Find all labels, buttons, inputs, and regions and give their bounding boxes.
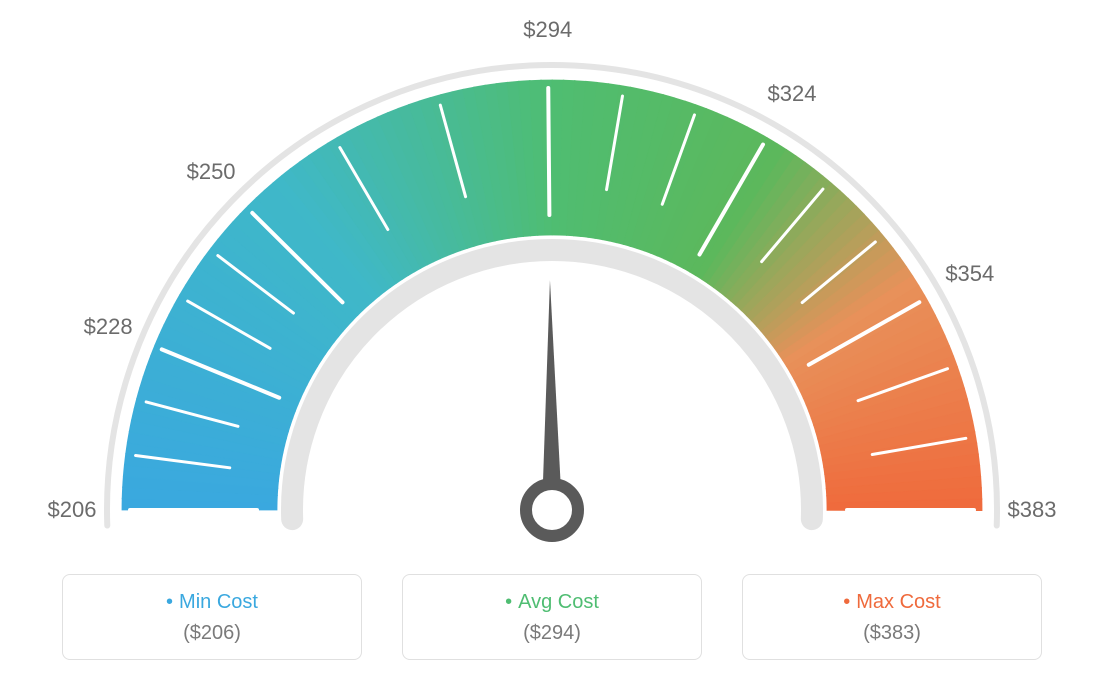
gauge-tick-label: $294 bbox=[523, 17, 572, 43]
legend-label-max: Max Cost bbox=[856, 591, 940, 613]
gauge-tick-label: $383 bbox=[1008, 497, 1057, 523]
legend-title-min: • Min Cost bbox=[63, 591, 361, 614]
legend-value-max: ($383) bbox=[743, 622, 1041, 645]
gauge-tick-label: $324 bbox=[768, 81, 817, 107]
legend-title-max: • Max Cost bbox=[743, 591, 1041, 614]
gauge-tick-label: $206 bbox=[48, 497, 97, 523]
gauge-tick-label: $354 bbox=[945, 261, 994, 287]
legend-value-avg: ($294) bbox=[403, 622, 701, 645]
cost-gauge-container: $206 $228 $250 $294 $324 $354 $383 • Min Cost (… bbox=[0, 0, 1104, 690]
gauge-tick-label: $228 bbox=[84, 314, 133, 340]
legend-label-min: Min Cost bbox=[179, 591, 258, 613]
gauge-tick-label: $250 bbox=[187, 159, 236, 185]
legend-card-avg: • Avg Cost ($294) bbox=[402, 574, 702, 660]
dot-icon: • bbox=[166, 591, 173, 613]
legend-card-min: • Min Cost ($206) bbox=[62, 574, 362, 660]
legend-card-max: • Max Cost ($383) bbox=[742, 574, 1042, 660]
legend-value-min: ($206) bbox=[63, 622, 361, 645]
gauge-chart: $206 $228 $250 $294 $324 $354 $383 bbox=[0, 0, 1104, 560]
dot-icon: • bbox=[505, 591, 512, 613]
legend-title-avg: • Avg Cost bbox=[403, 591, 701, 614]
dot-icon: • bbox=[843, 591, 850, 613]
legend-row: • Min Cost ($206) • Avg Cost ($294) • Max C… bbox=[0, 574, 1104, 660]
legend-label-avg: Avg Cost bbox=[518, 591, 599, 613]
